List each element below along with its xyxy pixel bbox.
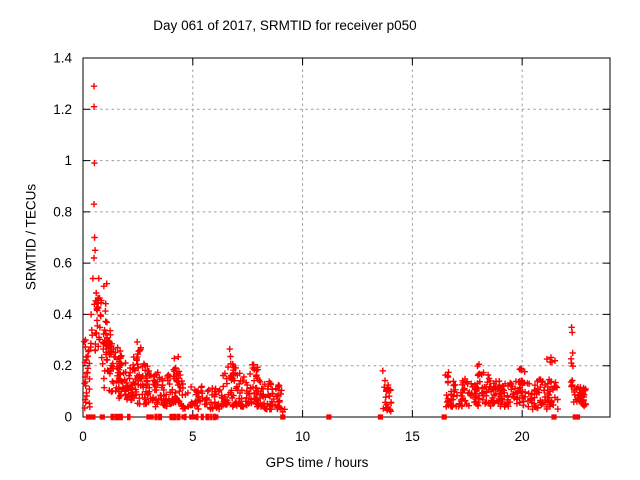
y-tick-label: 0.8: [53, 204, 72, 219]
y-tick-label: 0.4: [53, 307, 72, 322]
y-tick-label: 0.2: [53, 358, 72, 373]
x-tick-label: 15: [405, 429, 420, 444]
x-axis-label: GPS time / hours: [265, 455, 369, 470]
scatter-plus-markers: [80, 83, 589, 421]
grid-lines: [83, 58, 610, 417]
x-tick-label: 10: [295, 429, 310, 444]
y-tick-label: 1.2: [53, 102, 72, 117]
y-tick-label: 0: [64, 410, 72, 425]
y-axis-label: SRMTID / TECUs: [23, 183, 39, 291]
x-tick-label: 0: [79, 429, 87, 444]
chart-title: Day 061 of 2017, SRMTID for receiver p05…: [153, 18, 417, 33]
scatter-zero-square-markers: [85, 414, 581, 420]
y-tick-label: 1: [64, 153, 72, 168]
x-tick-label: 20: [515, 429, 530, 444]
axis-ticks: [82, 57, 610, 418]
y-tick-label: 0.6: [53, 256, 72, 271]
plot-border: [82, 57, 611, 418]
x-tick-label: 5: [189, 429, 197, 444]
y-tick-label: 1.4: [53, 51, 72, 66]
